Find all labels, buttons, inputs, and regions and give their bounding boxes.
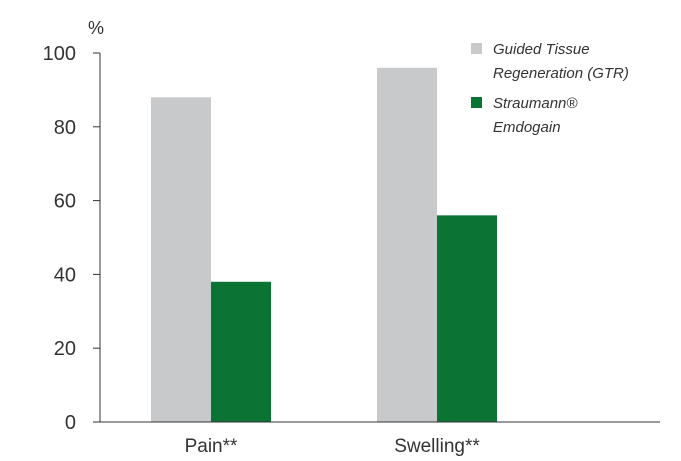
legend-label-2: Straumann® [493,95,578,112]
bar-pain-series-2 [211,281,271,422]
y-tick-label: 0 [65,412,76,434]
bars-group [151,67,497,422]
y-tick-label: 40 [54,264,76,286]
axes-group: % 0 20 40 60 80 100 Pain** Swelling** [43,18,660,457]
bar-pain-series-1 [151,97,211,422]
legend-swatch-1 [471,43,482,54]
x-category-label: Swelling** [394,436,480,457]
legend-label-2: Emdogain [493,119,561,136]
y-tick-label: 80 [54,117,76,139]
bar-swelling-series-2 [437,215,497,422]
y-axis-label: % [88,18,104,38]
legend-swatch-2 [471,97,482,108]
y-tick-label: 20 [54,338,76,360]
bar-swelling-series-1 [377,67,437,422]
legend-label-1: Regeneration (GTR) [493,65,629,82]
y-tick-label: 100 [43,43,76,65]
legend: Guided Tissue Regeneration (GTR) Straumann… [471,41,629,136]
x-category-label: Pain** [185,436,238,457]
legend-label-1: Guided Tissue [493,41,590,58]
y-tick-label: 60 [54,191,76,213]
